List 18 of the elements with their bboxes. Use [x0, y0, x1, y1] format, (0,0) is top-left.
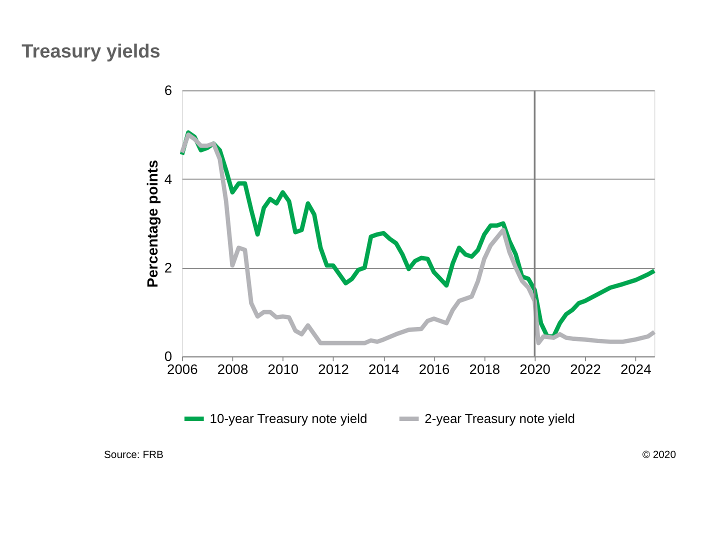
x-tick-label: 2010 — [268, 361, 299, 378]
chart-title: Treasury yields — [22, 41, 160, 62]
legend-label: 10-year Treasury note yield — [210, 411, 368, 426]
x-tick-label: 2008 — [217, 361, 249, 378]
y-tick-label: 6 — [164, 82, 172, 98]
x-tick-label: 2016 — [418, 361, 450, 378]
y-axis-title: Percentage points — [145, 160, 162, 288]
text: © 2020 — [642, 450, 676, 461]
source-note: Source: FRB — [104, 450, 164, 461]
x-tick-label: 2020 — [520, 361, 551, 378]
legend-label: 2-year Treasury note yield — [424, 411, 575, 426]
y-tick-label: 4 — [164, 170, 172, 187]
x-tick-label: 2018 — [469, 361, 500, 378]
x-tick-label: 2024 — [620, 361, 652, 378]
y-tick-label: 2 — [164, 259, 172, 276]
x-tick-label: 2014 — [368, 361, 400, 378]
x-tick-label: 2012 — [318, 361, 350, 378]
x-tick-label: 2022 — [570, 361, 602, 378]
